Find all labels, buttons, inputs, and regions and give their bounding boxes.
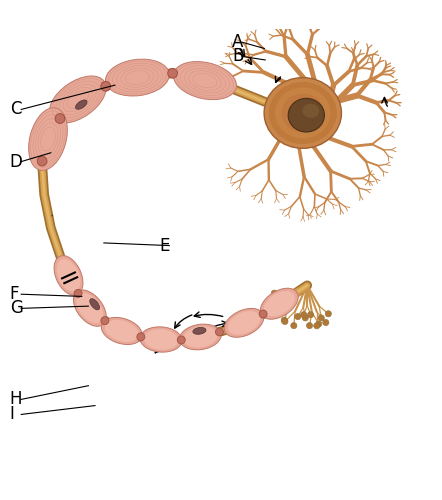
Circle shape — [55, 114, 65, 124]
Ellipse shape — [179, 324, 221, 350]
Circle shape — [101, 82, 110, 91]
Circle shape — [259, 310, 267, 318]
Ellipse shape — [282, 94, 324, 132]
Ellipse shape — [50, 76, 106, 123]
Ellipse shape — [193, 328, 206, 334]
Circle shape — [281, 317, 287, 324]
Ellipse shape — [224, 308, 264, 338]
Ellipse shape — [76, 293, 103, 323]
Circle shape — [316, 321, 322, 327]
Circle shape — [271, 300, 278, 306]
Text: A: A — [232, 34, 244, 52]
Circle shape — [318, 315, 324, 321]
Circle shape — [301, 312, 307, 318]
Ellipse shape — [73, 290, 106, 327]
Text: H: H — [10, 390, 22, 408]
Ellipse shape — [140, 327, 182, 352]
Ellipse shape — [260, 288, 298, 319]
Text: D: D — [10, 152, 23, 170]
Circle shape — [325, 310, 332, 317]
Circle shape — [101, 316, 109, 324]
Ellipse shape — [173, 62, 236, 100]
Circle shape — [306, 322, 312, 328]
Ellipse shape — [302, 104, 319, 118]
Ellipse shape — [106, 59, 169, 96]
Ellipse shape — [57, 259, 80, 292]
Ellipse shape — [105, 320, 138, 342]
Ellipse shape — [183, 326, 217, 347]
Circle shape — [323, 320, 329, 326]
Ellipse shape — [90, 298, 99, 310]
Ellipse shape — [264, 78, 342, 148]
Ellipse shape — [76, 100, 87, 110]
Ellipse shape — [269, 82, 337, 144]
Ellipse shape — [144, 329, 178, 350]
Circle shape — [291, 322, 297, 328]
Text: E: E — [159, 236, 169, 254]
Ellipse shape — [288, 98, 324, 132]
Text: G: G — [10, 300, 23, 318]
Circle shape — [216, 328, 224, 336]
Circle shape — [308, 312, 314, 318]
Circle shape — [177, 336, 185, 344]
Ellipse shape — [29, 108, 67, 170]
Circle shape — [276, 307, 282, 313]
Circle shape — [37, 156, 47, 166]
Circle shape — [282, 318, 288, 324]
Text: F: F — [10, 285, 19, 303]
Ellipse shape — [54, 256, 83, 295]
Text: I: I — [10, 406, 15, 423]
Text: B: B — [232, 48, 244, 66]
Ellipse shape — [228, 311, 260, 334]
Circle shape — [137, 333, 145, 341]
Circle shape — [74, 290, 82, 298]
Circle shape — [314, 322, 320, 329]
Circle shape — [295, 314, 301, 320]
Ellipse shape — [264, 291, 295, 316]
Circle shape — [302, 315, 309, 321]
Circle shape — [271, 290, 278, 296]
Circle shape — [274, 298, 280, 304]
Ellipse shape — [101, 318, 142, 344]
Circle shape — [274, 311, 280, 317]
Text: C: C — [10, 100, 21, 118]
Circle shape — [168, 68, 178, 78]
Ellipse shape — [275, 88, 331, 138]
